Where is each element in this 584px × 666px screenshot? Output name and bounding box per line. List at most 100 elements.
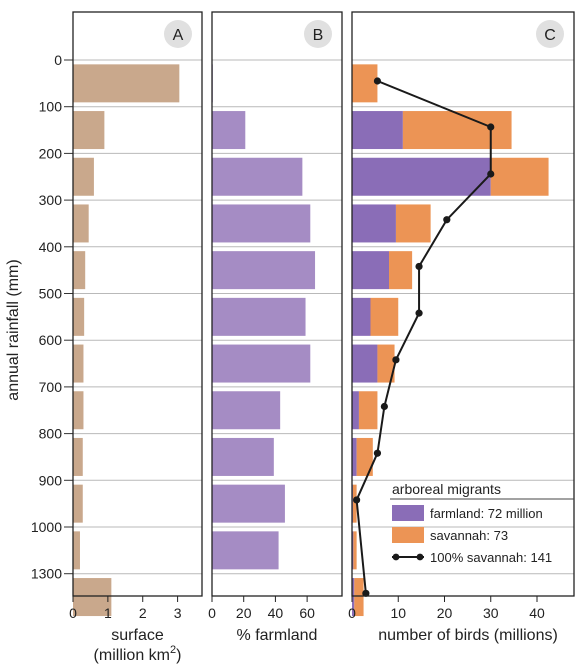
- legend-label: savannah: 73: [430, 528, 508, 543]
- bar-b-800: [212, 437, 274, 476]
- line-point: [443, 216, 451, 224]
- bar-farmland-600: [352, 344, 378, 383]
- panel-badge-label: C: [544, 27, 556, 44]
- bar-b-700: [212, 391, 281, 430]
- panel-frame: [211, 11, 343, 597]
- bar-b-300: [212, 204, 311, 243]
- y-tick-label: 800: [39, 426, 63, 442]
- panel-badge: [164, 20, 192, 48]
- bar-farmland-300: [352, 204, 396, 243]
- panels: A 0 1 2 3 surface(million km2) B 0 20 40 60 % farml…: [69, 11, 575, 664]
- x-tick-label: 10: [390, 605, 406, 621]
- panel-b: B 0 20 40 60 % farmland: [208, 11, 343, 644]
- x-tick-label: 1: [104, 605, 112, 621]
- x-tick-label: 60: [299, 605, 315, 621]
- bar-a-600: [73, 344, 84, 383]
- y-tick-label: 400: [39, 239, 63, 255]
- bar-a-1300: [73, 578, 112, 617]
- bar-b-1000: [212, 531, 279, 570]
- bar-savannah-800: [356, 437, 373, 476]
- bar-b-100: [212, 111, 246, 150]
- bar-b-600: [212, 344, 311, 383]
- bar-savannah-500: [370, 297, 399, 336]
- y-tick-label: 200: [39, 145, 63, 161]
- bar-a-900: [73, 484, 83, 523]
- line-point: [392, 356, 400, 364]
- line-point: [373, 449, 382, 457]
- bar-b-900: [212, 484, 285, 523]
- y-tick-label: 300: [39, 192, 63, 208]
- bar-a-300: [73, 204, 89, 243]
- line-point: [362, 589, 370, 597]
- y-tick-label: 0: [54, 52, 62, 68]
- legend-line-marker: [416, 553, 424, 561]
- bar-a-400: [73, 251, 86, 290]
- x-tick-label: 0: [208, 605, 216, 621]
- y-axis-label: annual rainfall (mm): [5, 259, 22, 400]
- bar-farmland-200: [352, 157, 491, 196]
- x-axis-label-unit: (million km2): [94, 644, 182, 664]
- y-tick-label: 500: [39, 286, 63, 302]
- x-tick-label: 2: [139, 605, 147, 621]
- legend: arboreal migrants farmland: 72 million sav…: [390, 481, 574, 565]
- panel-frame: [351, 11, 575, 597]
- x-tick-label: 20: [437, 605, 453, 621]
- bar-farmland-100: [352, 111, 403, 150]
- panel-c: C 0 10 20 30 40 number of birds (millions): [348, 11, 575, 644]
- bar-savannah-1000: [353, 531, 357, 570]
- legend-title: arboreal migrants: [392, 481, 501, 497]
- x-axis-label: number of birds (millions): [378, 627, 558, 644]
- legend-label: farmland: 72 million: [430, 506, 543, 521]
- panel-frame: [72, 11, 203, 597]
- bar-savannah-700: [358, 391, 378, 430]
- line-point: [380, 402, 388, 411]
- panel-badge-label: B: [313, 27, 324, 44]
- legend-swatch: [392, 527, 424, 543]
- line-point: [353, 496, 361, 504]
- bar-b-500: [212, 297, 306, 336]
- panel-badge: [536, 20, 564, 48]
- bar-savannah-300: [395, 204, 431, 243]
- x-axis-label: surface: [111, 627, 164, 644]
- bar-a-700: [73, 391, 84, 430]
- bar-a-800: [73, 437, 83, 476]
- y-axis-ticks: 0 100 200 300 400 500 600 700 800 900 1000 1300: [31, 52, 73, 582]
- line-point: [373, 77, 382, 85]
- line-point: [415, 309, 423, 317]
- legend-swatch: [392, 505, 424, 521]
- bar-savannah-900: [352, 484, 357, 523]
- bar-savannah-400: [389, 251, 413, 290]
- bar-a-1000: [73, 531, 80, 570]
- bar-savannah-1300: [354, 578, 364, 617]
- bar-b-200: [212, 157, 303, 196]
- x-axis-label: % farmland: [237, 627, 318, 644]
- bar-savannah-100: [402, 111, 512, 150]
- bar-farmland-500: [352, 297, 371, 336]
- bar-savannah-0: [352, 64, 378, 103]
- y-tick-label: 900: [39, 472, 63, 488]
- x-tick-label: 40: [268, 605, 284, 621]
- bar-savannah-600: [377, 344, 395, 383]
- x-tick-label: 0: [348, 605, 356, 621]
- bar-a-100: [73, 111, 105, 150]
- bar-farmland-1000: [352, 531, 354, 570]
- bar-b-400: [212, 251, 316, 290]
- bar-a-500: [73, 297, 85, 336]
- bar-a-200: [73, 157, 94, 196]
- y-tick-label: 700: [39, 379, 63, 395]
- legend-line-marker: [392, 553, 400, 561]
- x-tick-label: 0: [69, 605, 77, 621]
- bar-savannah-200: [490, 157, 549, 196]
- bar-farmland-400: [352, 251, 389, 290]
- panel-a: A 0 1 2 3 surface(million km2): [69, 11, 203, 664]
- y-tick-label: 600: [39, 332, 63, 348]
- bar-farmland-1300: [352, 578, 355, 617]
- x-tick-label: 30: [483, 605, 499, 621]
- panel-badge-label: A: [173, 27, 184, 44]
- y-tick-label: 1000: [31, 519, 62, 535]
- bar-farmland-800: [352, 437, 357, 476]
- x-tick-label: 20: [236, 605, 252, 621]
- x-tick-label: 40: [529, 605, 545, 621]
- legend-label: 100% savannah: 141: [430, 550, 552, 565]
